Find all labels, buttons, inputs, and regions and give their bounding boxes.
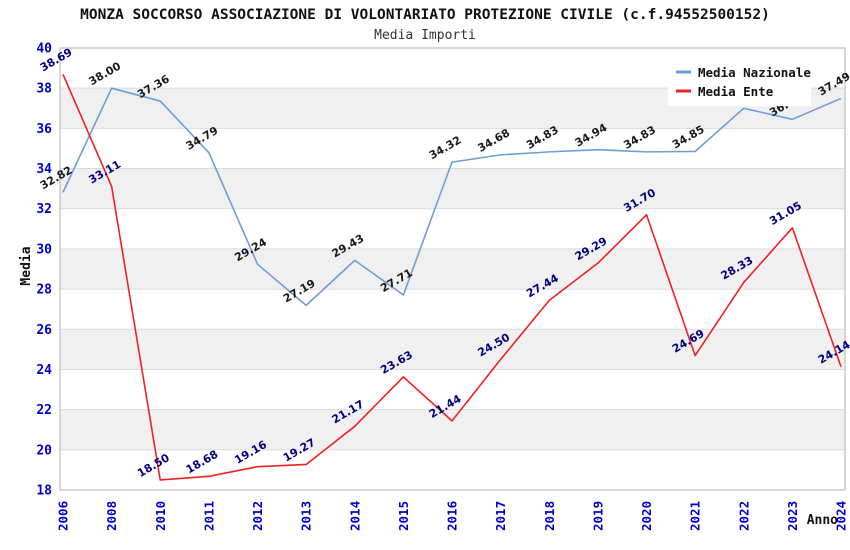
y-tick-label: 34	[36, 162, 52, 177]
data-point-label: 38.00	[86, 59, 123, 88]
y-tick-label: 18	[36, 484, 52, 499]
x-tick-label: 2008	[104, 501, 119, 531]
x-tick-label: 2021	[688, 501, 703, 531]
x-tick-label: 2015	[396, 501, 411, 531]
y-tick-label: 28	[36, 283, 52, 298]
y-tick-label: 24	[36, 363, 52, 378]
y-tick-label: 38	[36, 82, 52, 97]
x-tick-label: 2011	[201, 501, 216, 531]
y-tick-label: 32	[36, 202, 52, 217]
x-tick-label: 2010	[153, 501, 168, 531]
data-point-label: 18.68	[184, 448, 221, 477]
x-tick-label: 2012	[250, 501, 265, 531]
x-tick-label: 2018	[542, 501, 557, 531]
x-tick-label: 2013	[299, 501, 314, 531]
x-axis-label: Anno	[807, 513, 838, 528]
grid-band	[60, 168, 845, 209]
x-tick-label: 2014	[347, 501, 362, 531]
y-tick-label: 20	[36, 443, 52, 458]
chart-subtitle: Media Importi	[374, 28, 476, 43]
legend-box	[668, 55, 811, 106]
data-point-label: 18.50	[135, 451, 172, 480]
y-tick-label: 40	[36, 42, 52, 57]
y-tick-label: 30	[36, 242, 52, 257]
y-tick-label: 26	[36, 323, 52, 338]
legend-label-media-nazionale: Media Nazionale	[698, 65, 811, 80]
x-tick-label: 2016	[445, 501, 460, 531]
data-point-label: 34.68	[475, 126, 512, 155]
x-tick-label: 2023	[785, 501, 800, 531]
grid-band	[60, 409, 845, 450]
legend: Media Nazionale Media Ente	[668, 55, 811, 106]
series-line-media-nazionale	[62, 87, 842, 307]
grid-band	[60, 248, 845, 290]
x-tick-label: 2006	[56, 501, 71, 531]
series-line-media-ente	[62, 74, 842, 481]
chart-title: MONZA SOCCORSO ASSOCIAZIONE DI VOLONTARI…	[80, 7, 770, 23]
y-axis-label: Media	[19, 246, 34, 285]
legend-label-media-ente: Media Ente	[698, 84, 774, 99]
x-tick-label: 2024	[834, 501, 849, 531]
grid-band	[60, 329, 845, 370]
y-tick-label: 36	[36, 122, 52, 137]
x-tick-label: 2019	[590, 501, 605, 531]
data-point-label: 34.32	[427, 133, 464, 162]
x-tick-label: 2022	[736, 501, 751, 531]
x-tick-label: 2020	[639, 501, 654, 531]
x-tick-label: 2017	[493, 501, 508, 531]
y-tick-label: 22	[36, 403, 52, 418]
plot-border	[59, 47, 846, 491]
